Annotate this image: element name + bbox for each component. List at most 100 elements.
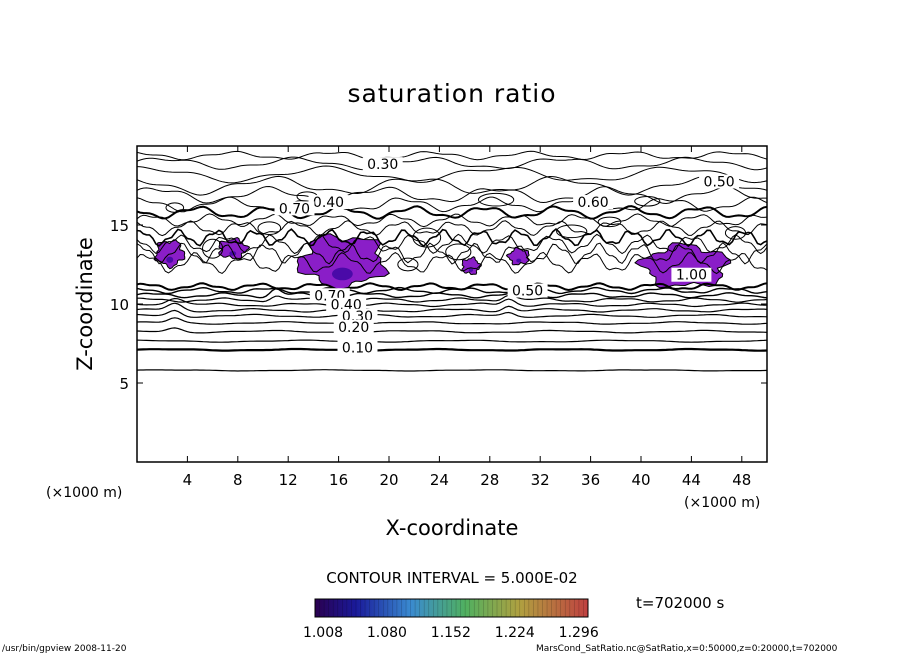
- x-unit-left: (×1000 m): [46, 485, 122, 501]
- contour-line: [137, 196, 767, 213]
- contour-eddy: [202, 238, 224, 259]
- contour-label-bg: [671, 267, 712, 282]
- x-tick-label: 16: [329, 471, 348, 489]
- contour-label: 0.50: [704, 175, 735, 191]
- chart-title: saturation ratio: [347, 79, 556, 108]
- x-axis-ticks: 4 8 12 16 20 24 28 32 36 40 44 48: [183, 146, 751, 489]
- y-tick-label: 5: [119, 375, 129, 393]
- contour-line: [137, 317, 767, 325]
- contour-eddy: [445, 243, 472, 261]
- colorbar-gradient: [314, 598, 589, 618]
- contour-line: [137, 251, 767, 275]
- supersaturation-core: [516, 258, 522, 263]
- colorbar-stripes: [314, 599, 589, 617]
- contour-label-bg: [337, 340, 378, 355]
- y-axis-label: Z-coordinate: [73, 237, 97, 371]
- time-label: t=702000 s: [636, 594, 724, 612]
- contour-label: 0.50: [512, 284, 543, 300]
- contour-line: [137, 205, 767, 220]
- contour-eddy: [724, 226, 747, 240]
- contour-label: 0.70: [279, 201, 310, 217]
- x-tick-label: 40: [631, 471, 650, 489]
- y-tick-label: 10: [110, 296, 129, 314]
- contour-line: [137, 327, 767, 334]
- contour-line: [137, 288, 767, 299]
- contour-label-bg: [333, 319, 374, 334]
- supersaturation-core: [331, 267, 353, 281]
- contour-lines: [137, 150, 767, 372]
- contour-label-bg: [699, 174, 740, 189]
- contour-line: [137, 369, 767, 372]
- footer-left: /usr/bin/gpview 2008-11-20: [2, 644, 127, 654]
- contour-line: [137, 220, 767, 237]
- contour-line: [137, 150, 767, 161]
- supersaturation-core: [166, 256, 174, 263]
- footer-right: MarsCond_SatRatio.nc@SatRatio,x=0:50000,…: [536, 644, 838, 654]
- contour-eddy: [165, 202, 185, 213]
- contour-label: 0.40: [313, 195, 344, 211]
- colorbar-tick-label: 1.224: [495, 625, 535, 641]
- contour-eddy: [397, 257, 419, 272]
- x-tick-label: 12: [279, 471, 298, 489]
- contour-eddy: [477, 192, 515, 207]
- contour-line: [137, 233, 767, 255]
- contour-line: [137, 294, 767, 303]
- contour-label-bg: [362, 157, 403, 172]
- x-axis-label: X-coordinate: [386, 516, 519, 540]
- contour-line: [137, 339, 767, 343]
- x-tick-label: 20: [379, 471, 398, 489]
- x-tick-label: 48: [732, 471, 751, 489]
- contour-label: 0.30: [367, 157, 398, 173]
- supersaturation-region: [461, 256, 483, 276]
- contour-label-bg: [573, 195, 614, 210]
- colorbar-ticks: 1.008 1.080 1.152 1.224 1.296: [303, 625, 599, 641]
- contour-line: [137, 185, 767, 205]
- y-tick-label: 15: [110, 217, 129, 235]
- x-tick-label: 28: [480, 471, 499, 489]
- plot-area: 0.300.500.600.400.701.000.500.700.400.30…: [110, 145, 768, 489]
- contour-line: [137, 282, 767, 292]
- contour-eddy: [412, 227, 442, 248]
- contour-line: [137, 156, 767, 171]
- contour-line: [137, 175, 767, 196]
- x-tick-label: 32: [531, 471, 550, 489]
- contour-eddy: [257, 221, 282, 235]
- contour-line: [137, 309, 767, 318]
- contour-line: [137, 286, 767, 295]
- x-tick-label: 36: [581, 471, 600, 489]
- x-unit-right: (×1000 m): [684, 495, 760, 511]
- colorbar: 1.008 1.080 1.152 1.224 1.296: [303, 598, 599, 641]
- contour-line: [137, 242, 767, 265]
- contour-label-bg: [274, 201, 315, 216]
- contour-label-bg: [326, 297, 367, 312]
- contour-line: [137, 347, 767, 352]
- x-tick-label: 8: [233, 471, 243, 489]
- x-tick-label: 4: [183, 471, 193, 489]
- contour-label-bg: [337, 308, 378, 323]
- contour-label: 0.20: [338, 320, 369, 336]
- contour-label: 1.00: [676, 268, 707, 284]
- contour-label-bg: [308, 195, 349, 210]
- colorbar-tick-label: 1.152: [431, 625, 471, 641]
- contour-eddy: [634, 196, 661, 207]
- contour-label-bg: [507, 283, 548, 298]
- colorbar-tick-label: 1.008: [303, 625, 343, 641]
- y-axis-ticks: 5 10 15: [110, 217, 767, 393]
- contour-label: 0.60: [578, 195, 609, 211]
- contour-line: [137, 297, 767, 308]
- contour-eddy: [556, 224, 588, 239]
- contour-labels: 0.300.500.600.400.701.000.500.700.400.30…: [274, 157, 740, 356]
- colorbar-tick-label: 1.080: [367, 625, 407, 641]
- contour-interval-label: CONTOUR INTERVAL = 5.000E-02: [326, 569, 577, 587]
- contour-line: [137, 165, 767, 184]
- supersaturation-core: [468, 268, 474, 273]
- supersaturation-core: [229, 251, 237, 256]
- contour-label: 0.10: [342, 340, 373, 356]
- x-tick-label: 24: [430, 471, 449, 489]
- colorbar-tick-label: 1.296: [559, 625, 599, 641]
- supersaturation-region: [505, 246, 530, 266]
- contour-line: [137, 302, 767, 313]
- contour-eddy: [597, 216, 622, 228]
